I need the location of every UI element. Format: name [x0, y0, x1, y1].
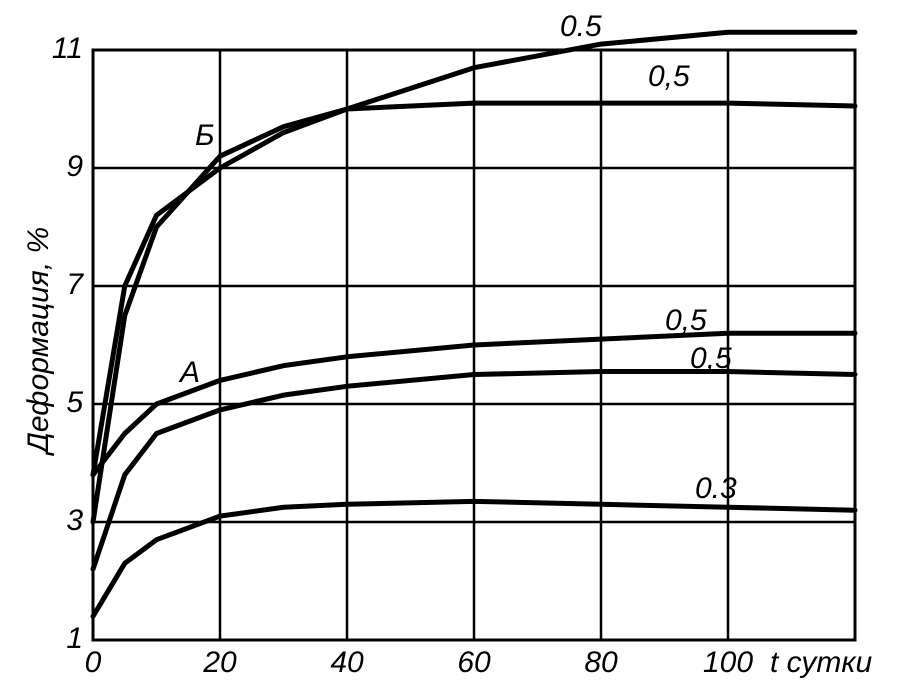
y-tick-label: 3	[66, 504, 83, 537]
x-tick-label: 100	[703, 646, 753, 679]
y-tick-label: 5	[66, 386, 83, 419]
curve	[90, 100, 858, 525]
series-label: 0,5	[690, 342, 732, 375]
series-label: 0,5	[648, 60, 690, 93]
series-label: 0.3	[695, 472, 737, 505]
x-tick-label: 40	[330, 646, 364, 679]
curve	[90, 29, 858, 478]
series-label: 0.5	[560, 10, 602, 43]
curve	[90, 498, 858, 619]
x-tick-label: 0	[85, 646, 102, 679]
y-tick-label: 11	[52, 32, 83, 65]
y-tick-label: 1	[66, 622, 83, 655]
curve	[90, 330, 858, 478]
annotation: А	[178, 356, 200, 389]
x-axis-label: t сутки	[770, 646, 872, 679]
y-axis-label: Деформация, %	[22, 227, 55, 456]
curve	[90, 369, 858, 572]
y-tick-label: 7	[66, 268, 84, 301]
x-tick-label: 20	[202, 646, 237, 679]
y-tick-label: 9	[66, 150, 83, 183]
x-tick-label: 60	[457, 646, 491, 679]
annotation: Б	[195, 119, 215, 152]
x-tick-label: 80	[584, 646, 618, 679]
series-label: 0,5	[665, 304, 707, 337]
